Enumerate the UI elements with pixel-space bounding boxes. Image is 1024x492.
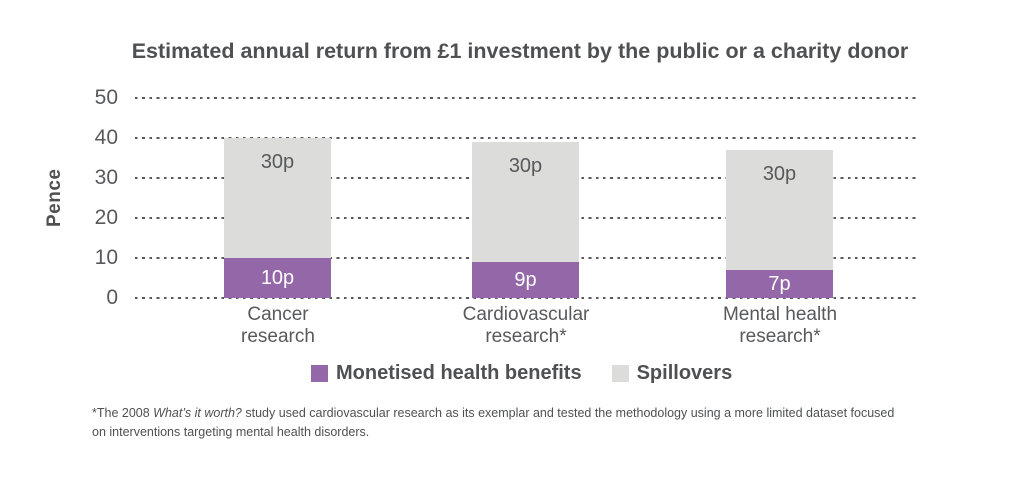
legend-label: Spillovers — [636, 362, 733, 384]
segment-value-label: 10p — [260, 266, 295, 289]
legend: Monetised health benefits Spillovers — [311, 362, 732, 385]
spillovers-segment: 30p — [224, 138, 331, 258]
footnote-prefix: *The 2008 — [92, 406, 154, 420]
footnote-italic-study-title: What’s it worth? — [153, 406, 242, 420]
monetised-benefits-segment: 9p — [472, 262, 579, 298]
grey-swatch-icon — [611, 365, 629, 382]
chart-title: Estimated annual return from £1 investme… — [131, 39, 909, 63]
monetised-benefits-segment: 10p — [224, 258, 331, 298]
y-tick-label-50: 50 — [94, 86, 118, 109]
spillovers-segment: 30p — [726, 150, 833, 270]
segment-value-label: 9p — [514, 268, 537, 291]
spillovers-segment: 30p — [472, 142, 579, 262]
legend-label: Monetised health benefits — [336, 362, 582, 384]
gridline-40 — [135, 136, 920, 140]
legend-item-monetised-health-benefits: Monetised health benefits — [311, 362, 582, 385]
segment-value-label: 30p — [762, 163, 797, 185]
bar-cardiovascular-research: 30p 9p — [472, 0, 579, 298]
segment-value-label: 7p — [768, 272, 791, 295]
footnote: *The 2008 What’s it worth? study used ca… — [92, 404, 910, 442]
y-tick-label-0: 0 — [106, 286, 118, 309]
footnote-rest: study used cardiovascular research as it… — [92, 406, 895, 439]
gridline-50 — [135, 96, 920, 100]
segment-value-label: 30p — [260, 151, 295, 173]
category-label-cardiovascular-research: Cardiovascular research* — [462, 304, 590, 347]
y-tick-label-30: 30 — [94, 166, 118, 189]
category-label-cancer-research: Cancer research — [241, 304, 315, 347]
monetised-benefits-segment: 7p — [726, 270, 833, 298]
y-tick-label-20: 20 — [94, 206, 118, 229]
y-tick-label-40: 40 — [94, 126, 118, 149]
segment-value-label: 30p — [508, 155, 543, 177]
bar-cancer-research: 30p 10p — [224, 0, 331, 298]
category-label-mental-health-research: Mental health research* — [722, 304, 838, 347]
bar-mental-health-research: 30p 7p — [726, 0, 833, 298]
legend-item-spillovers: Spillovers — [611, 362, 733, 385]
purple-swatch-icon — [311, 365, 328, 382]
y-tick-label-10: 10 — [94, 246, 118, 269]
